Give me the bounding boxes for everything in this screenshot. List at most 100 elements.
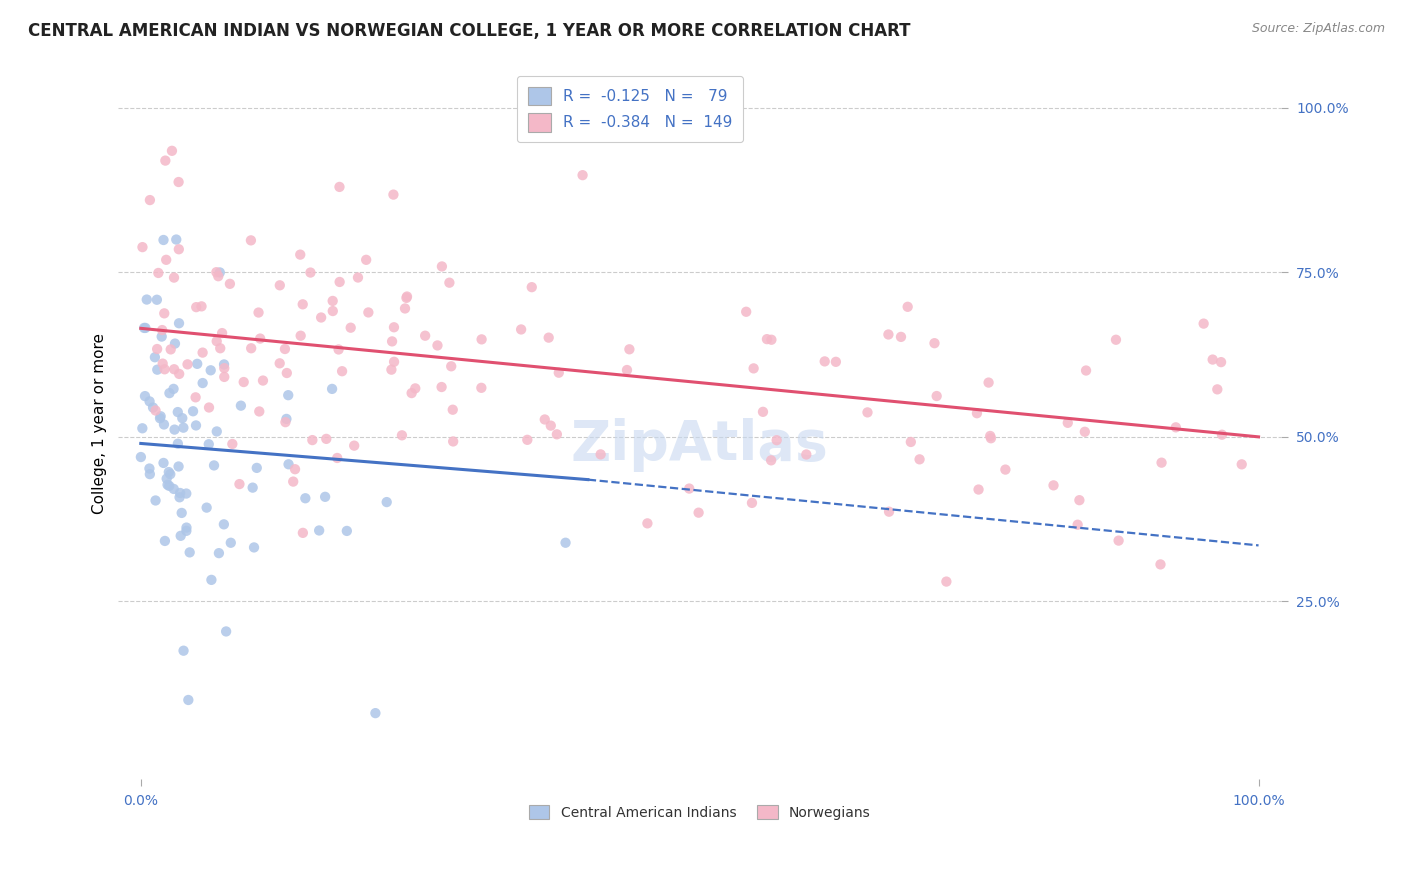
Point bbox=[441, 402, 464, 417]
Point bbox=[354, 252, 377, 267]
Point bbox=[174, 486, 197, 500]
Point bbox=[382, 320, 405, 334]
Point bbox=[742, 361, 765, 376]
Point bbox=[299, 266, 322, 280]
Point bbox=[232, 375, 254, 389]
Point bbox=[1209, 355, 1232, 369]
Point bbox=[221, 437, 243, 451]
Point bbox=[152, 456, 174, 470]
Point bbox=[381, 334, 404, 349]
Point bbox=[339, 320, 361, 334]
Point bbox=[150, 329, 173, 343]
Point bbox=[156, 477, 179, 491]
Point bbox=[269, 356, 291, 370]
Point bbox=[138, 394, 160, 409]
Point bbox=[347, 270, 370, 285]
Point bbox=[163, 423, 186, 437]
Point bbox=[908, 452, 931, 467]
Point bbox=[166, 405, 188, 419]
Point bbox=[274, 415, 297, 429]
Point bbox=[326, 450, 349, 465]
Point bbox=[134, 321, 156, 335]
Point bbox=[190, 299, 212, 313]
Legend: Central American Indians, Norwegians: Central American Indians, Norwegians bbox=[523, 799, 876, 825]
Point bbox=[547, 366, 569, 380]
Point bbox=[239, 233, 262, 247]
Point bbox=[967, 483, 990, 497]
Point bbox=[741, 496, 763, 510]
Point bbox=[510, 322, 533, 336]
Point bbox=[134, 321, 156, 335]
Point bbox=[582, 114, 605, 128]
Point bbox=[322, 293, 344, 308]
Point bbox=[200, 573, 222, 587]
Point bbox=[143, 351, 166, 365]
Point bbox=[269, 278, 291, 293]
Point bbox=[205, 334, 228, 348]
Point bbox=[1164, 420, 1187, 434]
Point bbox=[554, 535, 576, 549]
Point bbox=[328, 343, 350, 357]
Point bbox=[440, 359, 463, 374]
Point bbox=[191, 376, 214, 390]
Point bbox=[155, 252, 177, 267]
Point bbox=[209, 341, 232, 355]
Point bbox=[152, 233, 174, 247]
Point bbox=[247, 305, 270, 319]
Point bbox=[150, 323, 173, 337]
Point bbox=[277, 457, 299, 471]
Point bbox=[167, 459, 190, 474]
Point bbox=[380, 362, 402, 376]
Point bbox=[343, 439, 366, 453]
Point bbox=[219, 535, 242, 549]
Point bbox=[1108, 533, 1130, 548]
Point bbox=[290, 247, 312, 261]
Point bbox=[328, 180, 350, 194]
Point bbox=[135, 293, 157, 307]
Point bbox=[184, 418, 207, 433]
Point bbox=[735, 305, 758, 319]
Point bbox=[877, 505, 900, 519]
Point bbox=[246, 461, 269, 475]
Point bbox=[163, 336, 186, 351]
Point bbox=[219, 277, 242, 291]
Point bbox=[205, 425, 228, 439]
Point bbox=[619, 343, 641, 357]
Point bbox=[301, 433, 323, 447]
Point bbox=[153, 306, 176, 320]
Point bbox=[129, 450, 152, 464]
Point bbox=[138, 461, 160, 475]
Point bbox=[173, 643, 195, 657]
Point bbox=[890, 330, 912, 344]
Point bbox=[146, 342, 169, 356]
Point bbox=[755, 332, 778, 346]
Point bbox=[215, 624, 238, 639]
Point bbox=[167, 175, 190, 189]
Point bbox=[157, 465, 180, 479]
Point bbox=[966, 406, 988, 420]
Point bbox=[364, 706, 387, 720]
Point bbox=[688, 506, 710, 520]
Point bbox=[208, 265, 231, 279]
Point bbox=[1042, 478, 1064, 492]
Point bbox=[274, 342, 297, 356]
Point bbox=[1056, 416, 1078, 430]
Point bbox=[516, 433, 538, 447]
Point bbox=[1206, 383, 1229, 397]
Point bbox=[229, 399, 252, 413]
Point bbox=[249, 332, 271, 346]
Point bbox=[1069, 493, 1091, 508]
Point bbox=[856, 405, 879, 419]
Point bbox=[877, 327, 900, 342]
Point bbox=[589, 447, 612, 461]
Point bbox=[145, 493, 167, 508]
Point bbox=[186, 357, 208, 371]
Point bbox=[139, 467, 162, 482]
Point bbox=[131, 240, 153, 254]
Point bbox=[761, 333, 783, 347]
Point bbox=[394, 301, 416, 316]
Point bbox=[191, 345, 214, 359]
Point bbox=[678, 482, 700, 496]
Point bbox=[211, 326, 233, 340]
Point bbox=[290, 328, 312, 343]
